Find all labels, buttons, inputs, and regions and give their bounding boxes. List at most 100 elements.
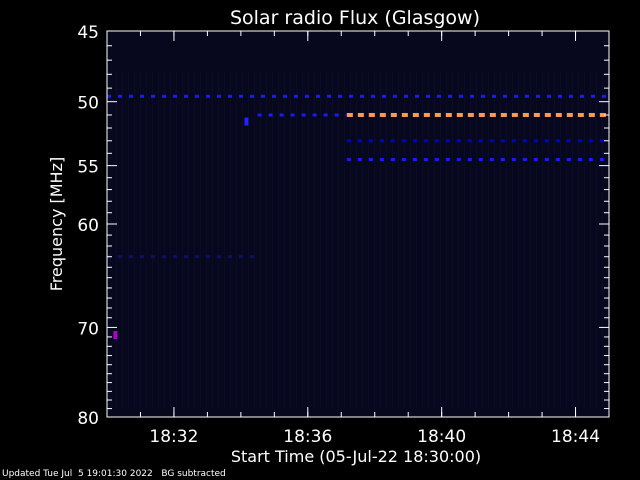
emission-band-dash <box>334 113 339 117</box>
background-stripe <box>596 71 597 407</box>
emission-band-dash <box>566 157 571 161</box>
background-stripe <box>386 71 387 407</box>
background-stripe <box>284 71 285 407</box>
emission-band-dash <box>195 94 199 98</box>
emission-band-dash <box>379 157 384 161</box>
emission-band-dash <box>514 94 518 98</box>
emission-band-dash <box>327 94 331 98</box>
emission-band-dash <box>151 94 155 98</box>
x-tick-label: 18:36 <box>283 427 332 447</box>
background-stripe <box>338 71 339 407</box>
emission-band-dash <box>393 94 397 98</box>
emission-band-dash <box>533 112 540 117</box>
background-stripe <box>560 71 561 407</box>
y-tick-label: 70 <box>77 319 99 339</box>
background-stripe <box>542 71 543 407</box>
emission-band-dash <box>290 113 295 117</box>
background-stripe <box>206 71 207 407</box>
emission-band-dash <box>357 139 362 143</box>
background-stripe <box>410 71 411 407</box>
background-stripe <box>350 71 351 407</box>
x-tick-label: 18:40 <box>417 427 466 447</box>
emission-band-dash <box>184 255 188 259</box>
emission-band-dash <box>371 94 375 98</box>
emission-band-dash <box>173 94 177 98</box>
emission-band-dash <box>368 139 373 143</box>
emission-band-dash <box>481 94 485 98</box>
emission-band-dash <box>118 94 122 98</box>
emission-band-dash <box>390 157 395 161</box>
background-stripe <box>266 71 267 407</box>
emission-band-dash <box>162 94 166 98</box>
emission-band-dash <box>591 94 595 98</box>
x-tick-label: 18:44 <box>551 427 600 447</box>
emission-band-dash <box>423 139 428 143</box>
emission-band-dash <box>500 157 505 161</box>
emission-band-dash <box>401 112 408 117</box>
emission-band-dash <box>283 94 287 98</box>
emission-spot <box>113 331 118 340</box>
emission-band-dash <box>261 94 265 98</box>
background-stripe <box>320 71 321 407</box>
emission-band-dash <box>492 94 496 98</box>
background-stripe <box>260 71 261 407</box>
emission-band-dash <box>250 255 254 259</box>
emission-band-dash <box>107 94 111 98</box>
emission-band-dash <box>522 139 527 143</box>
emission-band-dash <box>368 112 375 117</box>
background-stripe <box>296 71 297 407</box>
background-stripe <box>464 71 465 407</box>
emission-band-dash <box>346 112 353 117</box>
background-stripe <box>470 71 471 407</box>
emission-band-dash <box>360 94 364 98</box>
background-stripe <box>272 71 273 407</box>
background-stripe <box>368 71 369 407</box>
background-stripe <box>512 71 513 407</box>
chart-title: Solar radio Flux (Glasgow) <box>230 7 480 29</box>
emission-band-dash <box>588 139 593 143</box>
y-tick-label: 60 <box>77 216 99 236</box>
emission-band-dash <box>511 139 516 143</box>
footer-status: Updated Tue Jul 5 19:01:30 2022 BG subtr… <box>2 469 226 479</box>
background-stripe <box>440 71 441 407</box>
background-stripe <box>308 71 309 407</box>
background-stripe <box>578 71 579 407</box>
background-stripe <box>314 71 315 407</box>
emission-band-dash <box>279 113 284 117</box>
emission-band-dash <box>412 112 419 117</box>
emission-band-dash <box>426 94 430 98</box>
emission-band-dash <box>379 112 386 117</box>
background-stripe <box>326 71 327 407</box>
background-stripe <box>110 71 111 407</box>
emission-band-dash <box>294 94 298 98</box>
emission-band-dash <box>445 112 452 117</box>
emission-band-dash <box>522 157 527 161</box>
background-stripe <box>356 71 357 407</box>
emission-band-dash <box>489 112 496 117</box>
background-stripe <box>332 71 333 407</box>
emission-band-dash <box>588 112 595 117</box>
emission-band-dash <box>390 112 397 117</box>
x-axis-label: Start Time (05-Jul-22 18:30:00) <box>231 447 481 466</box>
emission-band-dash <box>434 157 439 161</box>
background-stripe <box>404 71 405 407</box>
background-stripe <box>602 71 603 407</box>
emission-band-dash <box>577 157 582 161</box>
emission-band-dash <box>533 157 538 161</box>
background-stripe <box>302 71 303 407</box>
emission-band-dash <box>522 112 529 117</box>
emission-band-dash <box>456 139 461 143</box>
emission-band-dash <box>206 255 210 259</box>
background-stripe <box>524 71 525 407</box>
emission-band-dash <box>162 255 166 259</box>
emission-band-dash <box>404 94 408 98</box>
emission-band-dash <box>239 94 243 98</box>
background-stripe <box>416 71 417 407</box>
emission-band-dash <box>140 255 144 259</box>
emission-band-dash <box>566 139 571 143</box>
emission-band-dash <box>533 139 538 143</box>
y-axis-label: Frequency [MHz] <box>47 157 66 291</box>
background-stripe <box>590 71 591 407</box>
emission-spot <box>244 117 249 126</box>
